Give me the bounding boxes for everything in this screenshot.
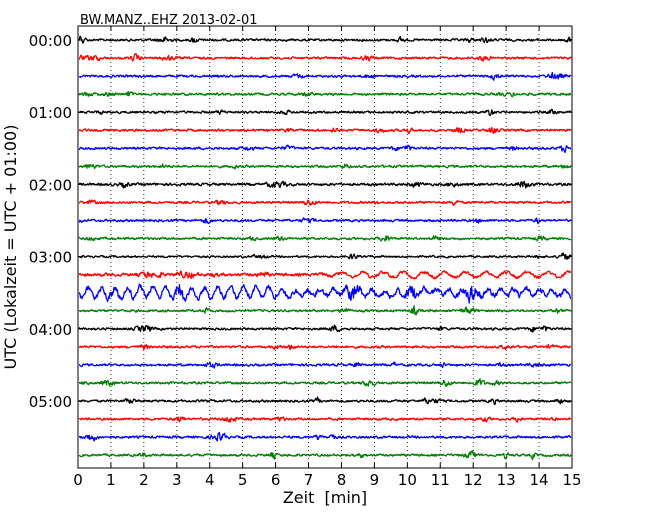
x-tick-label: 11 (431, 471, 450, 489)
trace-0530 (78, 431, 572, 442)
x-tick-label: 1 (106, 471, 116, 489)
chart-title: BW.MANZ..EHZ 2013-02-01 (80, 13, 258, 28)
traces (78, 35, 572, 461)
trace-0000 (78, 35, 572, 44)
y-tick-label: 00:00 (29, 32, 72, 50)
trace-0030 (78, 71, 572, 81)
x-tick-label: 6 (271, 471, 281, 489)
trace-0545 (78, 450, 572, 461)
x-tick-label: 12 (464, 471, 483, 489)
trace-0045 (78, 90, 572, 98)
trace-0330 (78, 283, 572, 304)
x-tick-label: 3 (172, 471, 182, 489)
grid-lines (110, 26, 540, 468)
trace-0100 (78, 108, 572, 117)
x-tick-label: 8 (337, 471, 347, 489)
y-tick-label: 02:00 (29, 176, 72, 194)
x-tick-label: 13 (497, 471, 516, 489)
y-axis-ticks: 00:00 01:00 02:00 03:00 04:00 05:00 (29, 32, 572, 411)
trace-0130 (78, 144, 572, 154)
trace-0345 (78, 305, 572, 316)
y-axis-label: UTC (Lokalzeit = UTC + 01:00) (1, 125, 20, 370)
x-tick-label: 10 (398, 471, 417, 489)
x-axis-label: Zeit [min] (283, 488, 367, 507)
x-tick-label: 14 (530, 471, 549, 489)
x-tick-label: 15 (562, 471, 581, 489)
trace-0245 (78, 235, 572, 242)
y-tick-label: 04:00 (29, 321, 72, 339)
x-tick-label: 2 (139, 471, 149, 489)
trace-0300 (78, 252, 572, 260)
y-tick-label: 05:00 (29, 393, 72, 411)
trace-0500 (78, 396, 572, 406)
trace-0200 (78, 180, 572, 189)
trace-0415 (78, 343, 572, 351)
trace-0145 (78, 163, 572, 170)
y-tick-label: 01:00 (29, 104, 72, 122)
x-axis-ticks: 0 1 2 3 4 5 6 7 8 9 10 11 12 13 14 15 (73, 26, 582, 489)
x-tick-label: 4 (205, 471, 215, 489)
trace-0015 (78, 52, 572, 62)
trace-0215 (78, 199, 572, 206)
plot-frame (77, 25, 573, 469)
x-tick-label: 5 (238, 471, 248, 489)
trace-0230 (78, 217, 572, 225)
x-tick-label: 7 (304, 471, 314, 489)
trace-0400 (78, 324, 572, 333)
trace-0115 (78, 126, 572, 135)
trace-0515 (78, 416, 572, 423)
y-tick-label: 03:00 (29, 249, 72, 267)
x-tick-label: 9 (370, 471, 380, 489)
x-tick-label: 0 (73, 471, 83, 489)
trace-0430 (78, 361, 572, 369)
trace-0445 (78, 378, 572, 387)
trace-0315 (78, 270, 572, 280)
